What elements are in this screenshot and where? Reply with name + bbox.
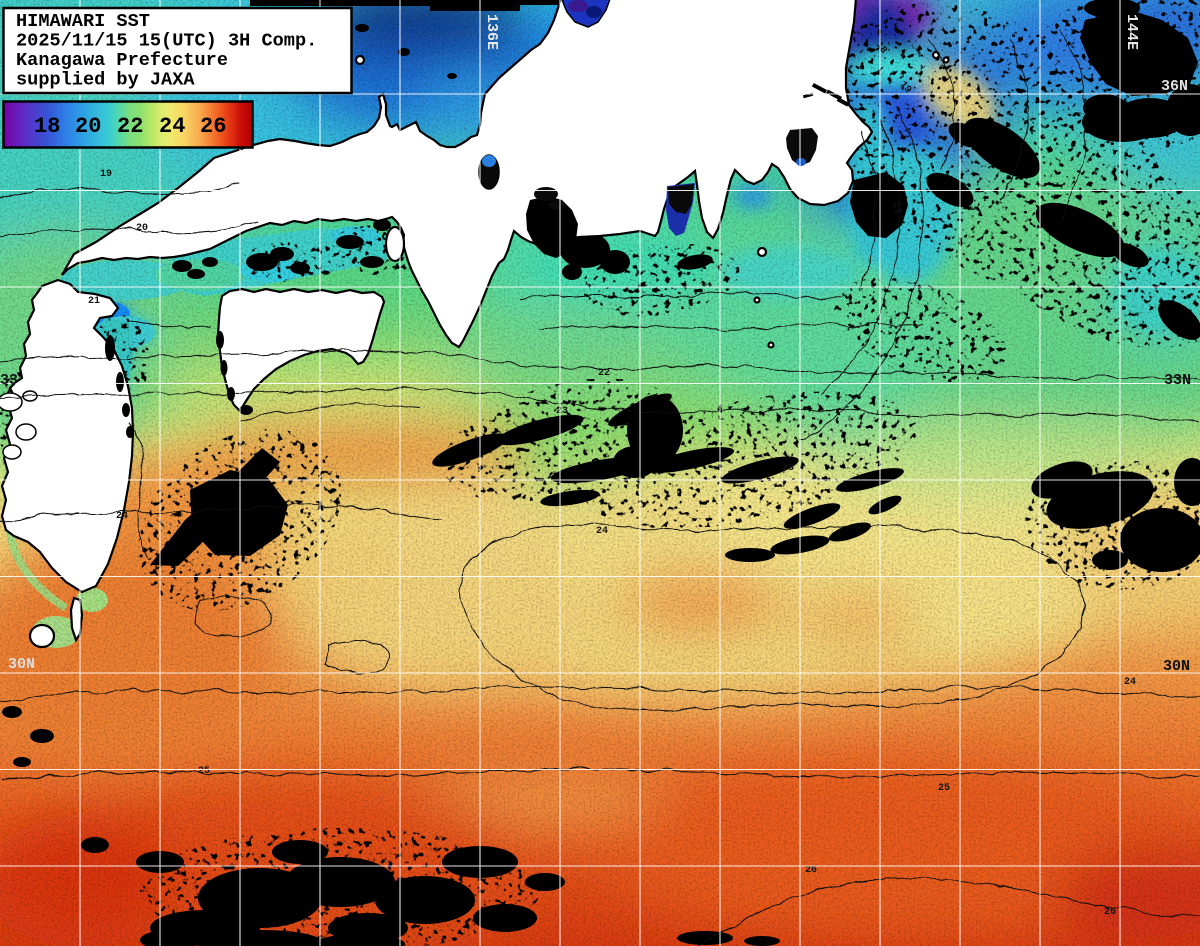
svg-text:30N: 30N [8,656,35,673]
svg-text:25: 25 [198,766,210,777]
svg-text:36N: 36N [1161,78,1188,95]
svg-text:20: 20 [136,223,148,234]
svg-text:26: 26 [805,865,817,876]
svg-text:24: 24 [116,511,128,522]
svg-text:26: 26 [1104,907,1116,918]
svg-text:24: 24 [596,526,608,537]
svg-text:30N: 30N [1163,658,1190,675]
svg-text:19: 19 [100,169,112,180]
svg-text:33N: 33N [1164,372,1191,389]
svg-text:21: 21 [889,201,903,215]
svg-text:24: 24 [1124,677,1136,688]
svg-text:22: 22 [598,368,610,379]
svg-text:supplied by JAXA: supplied by JAXA [16,70,195,91]
svg-text:33: 33 [0,372,18,389]
svg-text:21: 21 [88,296,100,307]
svg-text:23: 23 [782,463,794,474]
svg-text:23: 23 [556,406,568,417]
svg-text:22: 22 [117,114,143,139]
svg-text:136E: 136E [483,14,500,50]
svg-text:26: 26 [200,114,226,139]
svg-text:144E: 144E [1123,14,1140,50]
svg-text:Kanagawa Prefecture: Kanagawa Prefecture [16,50,228,71]
svg-text:25: 25 [938,783,950,794]
svg-text:HIMAWARI SST: HIMAWARI SST [16,11,150,32]
svg-text:24: 24 [159,114,185,139]
svg-text:2025/11/15 15(UTC) 3H Comp.: 2025/11/15 15(UTC) 3H Comp. [16,31,317,52]
svg-text:20: 20 [75,114,101,139]
svg-text:18: 18 [34,114,60,139]
